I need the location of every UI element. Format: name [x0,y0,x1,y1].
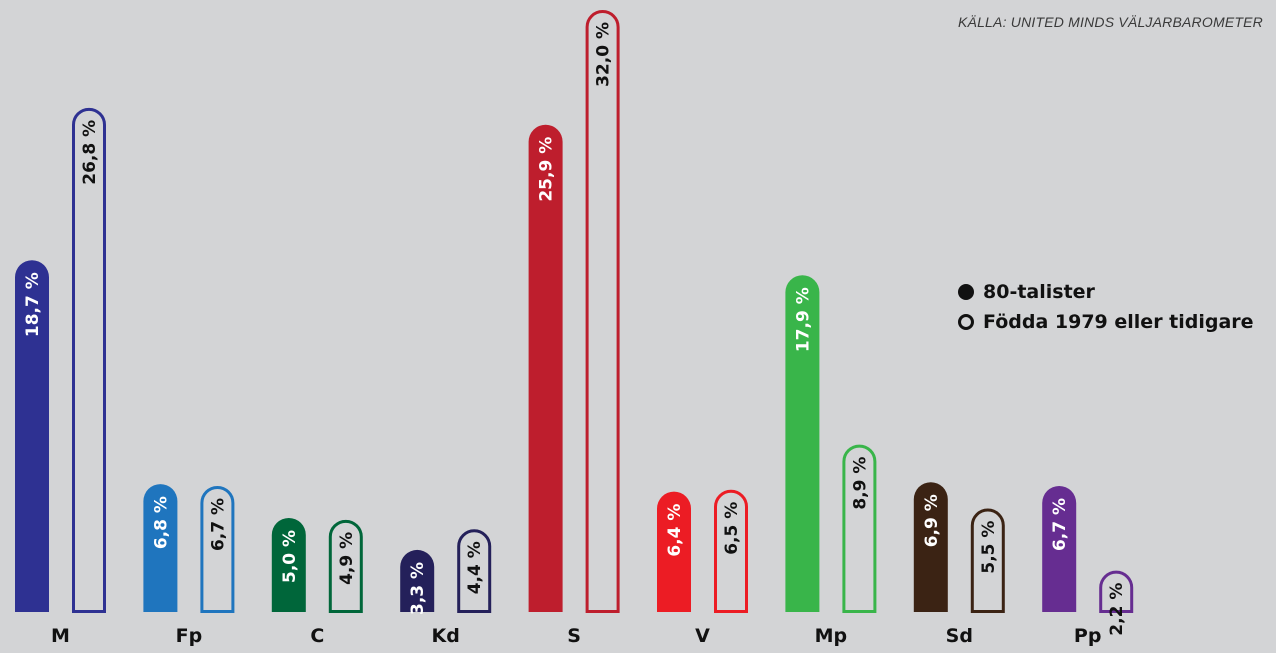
data-label-filled-v: 6,4 % [665,504,685,557]
data-label-outline-pp: 2,2 % [1107,583,1127,636]
category-label-s: S [567,625,581,647]
data-label-filled-kd: 3,3 % [408,562,428,615]
data-label-filled-mp: 17,9 % [793,287,813,352]
filled-circle-icon [958,284,974,300]
bar-filled-v [657,491,691,612]
legend: 80-talister Födda 1979 eller tidigare [958,277,1254,337]
category-label-v: V [695,625,710,647]
category-label-fp: Fp [176,625,203,647]
legend-item-filled: 80-talister [958,277,1254,307]
bar-filled-s [528,124,563,612]
category-label-c: C [310,625,324,647]
data-label-filled-c: 5,0 % [280,530,300,583]
bar-filled-kd [400,549,435,612]
bar-outline-c [328,519,363,613]
data-label-outline-c: 4,9 % [337,532,357,585]
category-label-sd: Sd [946,625,973,647]
bar-filled-fp [143,484,178,612]
data-label-outline-kd: 4,4 % [465,541,485,594]
bar-outline-fp [200,486,235,613]
bar-outline-m [72,107,106,613]
category-label-m: M [51,625,70,647]
data-label-outline-v: 6,5 % [722,502,742,555]
data-label-outline-m: 26,8 % [80,120,100,185]
bar-filled-c [271,517,306,612]
bar-outline-mp [842,444,877,613]
bar-filled-m [15,260,49,612]
category-label-pp: Pp [1074,625,1102,647]
source-note: KÄLLA: UNITED MINDS VÄLJARBAROMETER [958,14,1263,30]
category-label-mp: Mp [815,625,848,647]
category-label-kd: Kd [432,625,460,647]
legend-label-filled: 80-talister [983,281,1095,303]
legend-label-outline: Födda 1979 eller tidigare [983,311,1254,333]
data-label-outline-mp: 8,9 % [850,457,870,510]
bar-outline-sd [970,508,1005,613]
data-label-outline-s: 32,0 % [594,22,614,87]
data-label-filled-s: 25,9 % [537,137,557,202]
bar-outline-kd [457,529,492,613]
data-label-filled-sd: 6,9 % [922,494,942,547]
bar-filled-mp [785,275,820,612]
data-label-filled-m: 18,7 % [23,272,43,337]
bar-outline-v [714,489,748,613]
outline-circle-icon [958,314,974,330]
data-label-outline-sd: 5,5 % [979,521,999,574]
data-label-filled-fp: 6,8 % [151,496,171,549]
bar-filled-pp [1042,485,1077,612]
data-label-outline-fp: 6,7 % [208,498,228,551]
bar-outline-s [585,10,620,613]
bar-outline-pp [1099,570,1134,613]
bar-filled-sd [913,482,948,612]
data-label-filled-pp: 6,7 % [1050,498,1070,551]
legend-item-outline: Födda 1979 eller tidigare [958,307,1254,337]
